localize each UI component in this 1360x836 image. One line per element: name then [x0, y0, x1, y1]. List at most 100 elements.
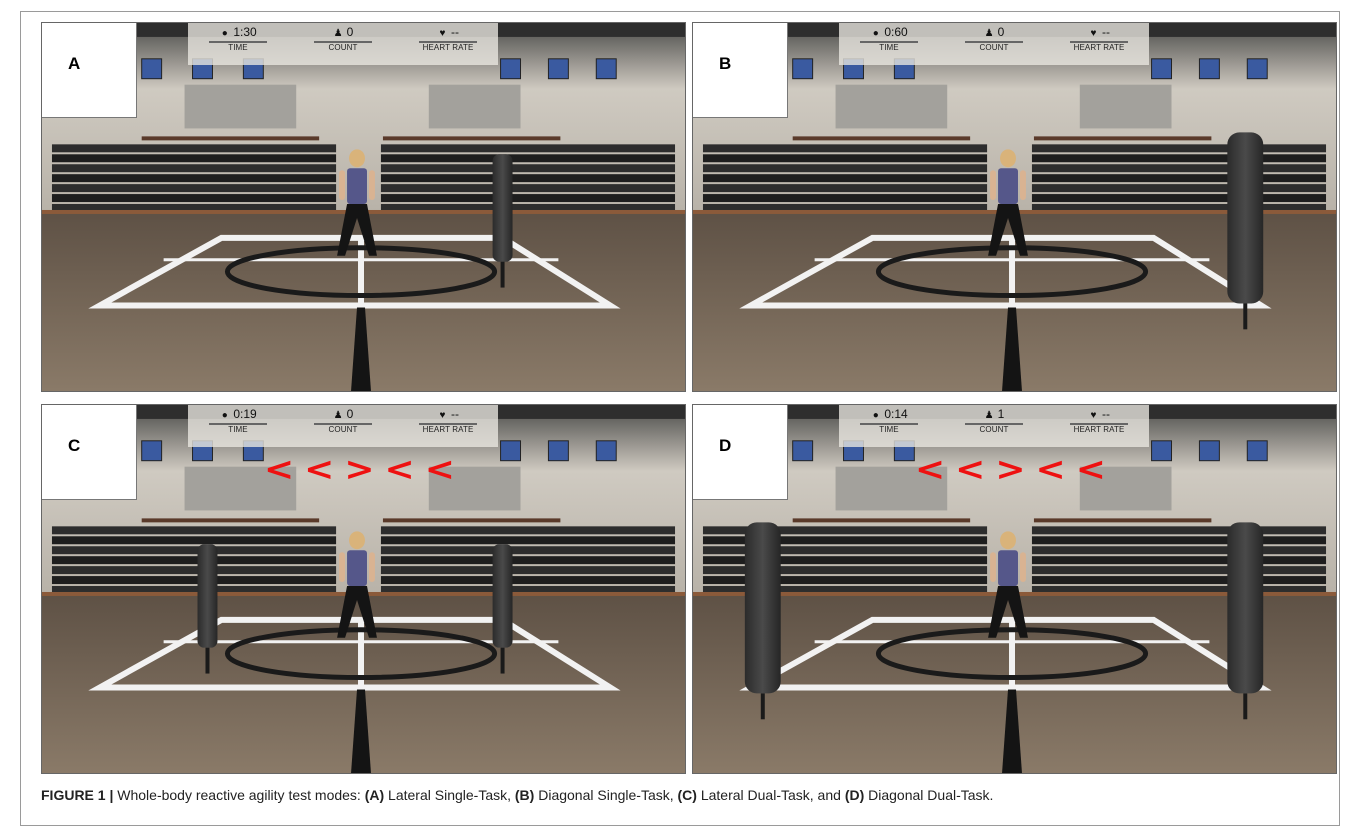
panel-label-box: D	[693, 405, 788, 500]
window	[1246, 440, 1268, 462]
bleacher-row	[51, 154, 337, 163]
arrow-right-cue: >	[344, 451, 375, 488]
person-icon: ♟	[333, 28, 343, 39]
bleacher-row	[51, 204, 337, 212]
wall-trim	[382, 518, 561, 523]
hud-count: ♟ 0 COUNT	[293, 408, 393, 435]
bleacher-row	[1031, 556, 1327, 565]
arrow-left-cue: <	[1035, 451, 1066, 488]
hud-time: ● 0:14 TIME	[839, 408, 939, 435]
athlete-torso	[998, 168, 1018, 205]
hud-underline	[419, 423, 477, 425]
target-bag-stand	[760, 693, 765, 720]
wall-trim	[792, 136, 971, 141]
hud-heart-rate: ♥ -- HEART RATE	[1049, 408, 1149, 435]
hud-count: ♟ 1 COUNT	[944, 408, 1044, 435]
caption-b-label: (B)	[514, 787, 535, 803]
bleacher-row	[51, 576, 337, 585]
caption-c-label: (C)	[677, 787, 697, 803]
bleacher-row	[51, 164, 337, 173]
bleacher-row	[1031, 184, 1327, 193]
floor-stripe	[351, 307, 371, 391]
heart-icon: ♥	[439, 28, 446, 39]
bleacher-row	[1031, 546, 1327, 555]
person-icon: ♟	[984, 28, 994, 39]
time-value: 0:60	[884, 25, 908, 39]
panel-label-box: C	[42, 405, 137, 500]
panel-label-box: B	[693, 23, 788, 118]
figure-label: FIGURE 1 |	[41, 787, 114, 803]
wall-board	[1079, 466, 1172, 511]
count-label: COUNT	[328, 425, 358, 434]
hud-underline	[209, 41, 267, 43]
athlete-head	[349, 149, 365, 168]
court-square	[88, 616, 621, 691]
bleacher-row	[51, 586, 337, 594]
window	[141, 58, 163, 80]
target-bag-stand	[500, 261, 505, 288]
target-bag	[1227, 132, 1264, 304]
window	[1198, 440, 1220, 462]
wall-board	[428, 466, 521, 511]
bleacher-row	[1031, 576, 1327, 585]
target-bag	[492, 544, 513, 648]
arrow-right-cue: >	[995, 451, 1026, 488]
time-label: TIME	[228, 425, 248, 434]
gym-scene	[693, 23, 1336, 391]
bleacher-row	[380, 566, 676, 575]
clock-icon: ●	[221, 410, 228, 421]
gym-scene	[42, 23, 685, 391]
heart-icon: ♥	[1090, 28, 1097, 39]
bleacher-row	[380, 546, 676, 555]
arrow-left-cue: <	[1075, 451, 1106, 488]
hud-underline	[860, 41, 918, 43]
window	[500, 440, 522, 462]
arrow-left-cue: <	[304, 451, 335, 488]
heart-value: --	[1102, 407, 1110, 421]
target-bag	[492, 154, 513, 262]
gym-scene	[42, 405, 685, 773]
bleacher-row	[380, 184, 676, 193]
window	[1198, 58, 1220, 80]
hud-underline	[314, 41, 372, 43]
bleacher-row	[702, 144, 988, 153]
target-bag-stand	[500, 647, 505, 674]
bleacher-row	[380, 576, 676, 585]
hud-underline	[965, 41, 1023, 43]
bleacher-row	[51, 144, 337, 153]
count-value: 0	[997, 25, 1005, 39]
time-value: 0:19	[233, 407, 257, 421]
athlete-arm	[368, 170, 375, 201]
wall-board	[835, 466, 948, 511]
arrow-left-cue: <	[264, 451, 295, 488]
target-bag	[744, 522, 781, 694]
caption-intro: Whole-body reactive agility test modes:	[113, 787, 365, 803]
window	[595, 440, 617, 462]
wall-trim	[792, 518, 971, 523]
heart-label: HEART RATE	[422, 425, 474, 434]
hud-underline	[209, 423, 267, 425]
center-circle	[224, 627, 498, 681]
heart-value: --	[451, 407, 459, 421]
center-circle	[224, 245, 498, 299]
window	[792, 58, 814, 80]
hud-count: ♟ 0 COUNT	[944, 26, 1044, 53]
window	[1151, 440, 1173, 462]
bleacher-row	[1031, 526, 1327, 535]
window	[1151, 58, 1173, 80]
clock-icon: ●	[872, 410, 879, 421]
bleacher-row	[380, 144, 676, 153]
bleacher-row	[1031, 194, 1327, 203]
bleacher-row	[702, 526, 988, 535]
panel-c: ● 0:19 TIME ♟ 0 COUNT ♥ -- HEART RATE < < > < <…	[41, 404, 686, 774]
bleacher-row	[51, 556, 337, 565]
hud-heart-rate: ♥ -- HEART RATE	[1049, 26, 1149, 53]
target-bag-stand	[1243, 303, 1248, 330]
athlete-arm	[1019, 552, 1026, 583]
window	[500, 58, 522, 80]
heart-value: --	[451, 25, 459, 39]
hud-heart-rate: ♥ -- HEART RATE	[398, 26, 498, 53]
bleacher-row	[702, 194, 988, 203]
bleacher-row	[51, 184, 337, 193]
caption-a-text: Lateral Single-Task,	[384, 787, 515, 803]
